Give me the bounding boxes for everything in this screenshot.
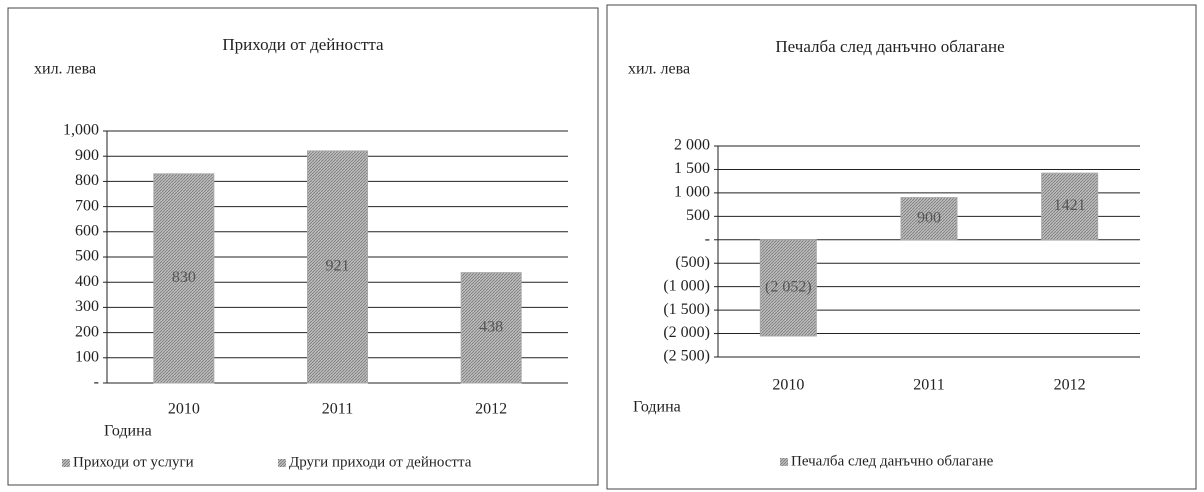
chart-frame	[606, 4, 1197, 490]
x-axis-label: Година	[104, 423, 152, 440]
x-tick-label: 2010	[772, 377, 804, 394]
legend-label: Други приходи от дейността	[289, 454, 472, 470]
y-tick-label: 1,000	[63, 122, 99, 139]
bar	[759, 239, 817, 337]
y-axis-label: хил. лева	[628, 61, 690, 78]
x-tick-label: 2012	[1054, 377, 1086, 394]
y-tick-label: (2 500)	[663, 348, 710, 365]
y-tick-label: (1 500)	[663, 301, 710, 318]
data-label: (2 052)	[765, 279, 812, 296]
y-tick-label: (2 000)	[663, 324, 710, 341]
bar	[900, 197, 958, 241]
y-tick-label: 400	[75, 273, 99, 290]
x-tick-label: 2010	[168, 401, 200, 418]
data-label: 438	[479, 318, 503, 335]
y-tick-label: -	[705, 230, 710, 247]
y-tick-label: (1 000)	[663, 277, 710, 294]
bar	[460, 272, 522, 384]
x-tick-label: 2012	[475, 401, 507, 418]
x-tick-label: 2011	[322, 401, 353, 418]
legend-swatch	[278, 459, 286, 467]
y-tick-label: 700	[75, 197, 99, 214]
y-tick-label: 200	[75, 323, 99, 340]
x-tick-label: 2011	[913, 377, 944, 394]
chart-title: Приходи от дейността	[222, 35, 384, 54]
legend-label: Печалба след данъчно облагане	[791, 453, 994, 469]
bar	[307, 150, 368, 384]
y-axis-label: хил. лева	[34, 61, 96, 78]
legend-label: Приходи от услуги	[73, 454, 194, 470]
chart-frame	[7, 7, 599, 486]
y-tick-label: 2 000	[674, 137, 710, 154]
x-axis-label: Година	[633, 399, 681, 416]
data-label: 830	[172, 269, 196, 286]
y-tick-label: 800	[75, 172, 99, 189]
data-label: 1421	[1054, 197, 1086, 214]
y-tick-label: 300	[75, 298, 99, 315]
y-tick-label: 500	[75, 248, 99, 265]
y-tick-label: 100	[75, 348, 99, 365]
y-tick-label: -	[94, 374, 99, 391]
y-tick-label: 1 500	[674, 160, 710, 177]
bar	[1041, 172, 1099, 241]
y-tick-label: 1 000	[674, 184, 710, 201]
y-tick-label: 900	[75, 147, 99, 164]
legend-swatch	[62, 459, 70, 467]
y-tick-label: 500	[686, 207, 710, 224]
y-tick-label: (500)	[675, 254, 710, 271]
y-tick-label: 600	[75, 222, 99, 239]
data-label: 921	[326, 258, 350, 275]
data-label: 900	[917, 209, 941, 226]
bar	[153, 173, 215, 384]
chart-title: Печалба след данъчно облагане	[775, 37, 1004, 56]
legend-swatch	[780, 458, 788, 466]
